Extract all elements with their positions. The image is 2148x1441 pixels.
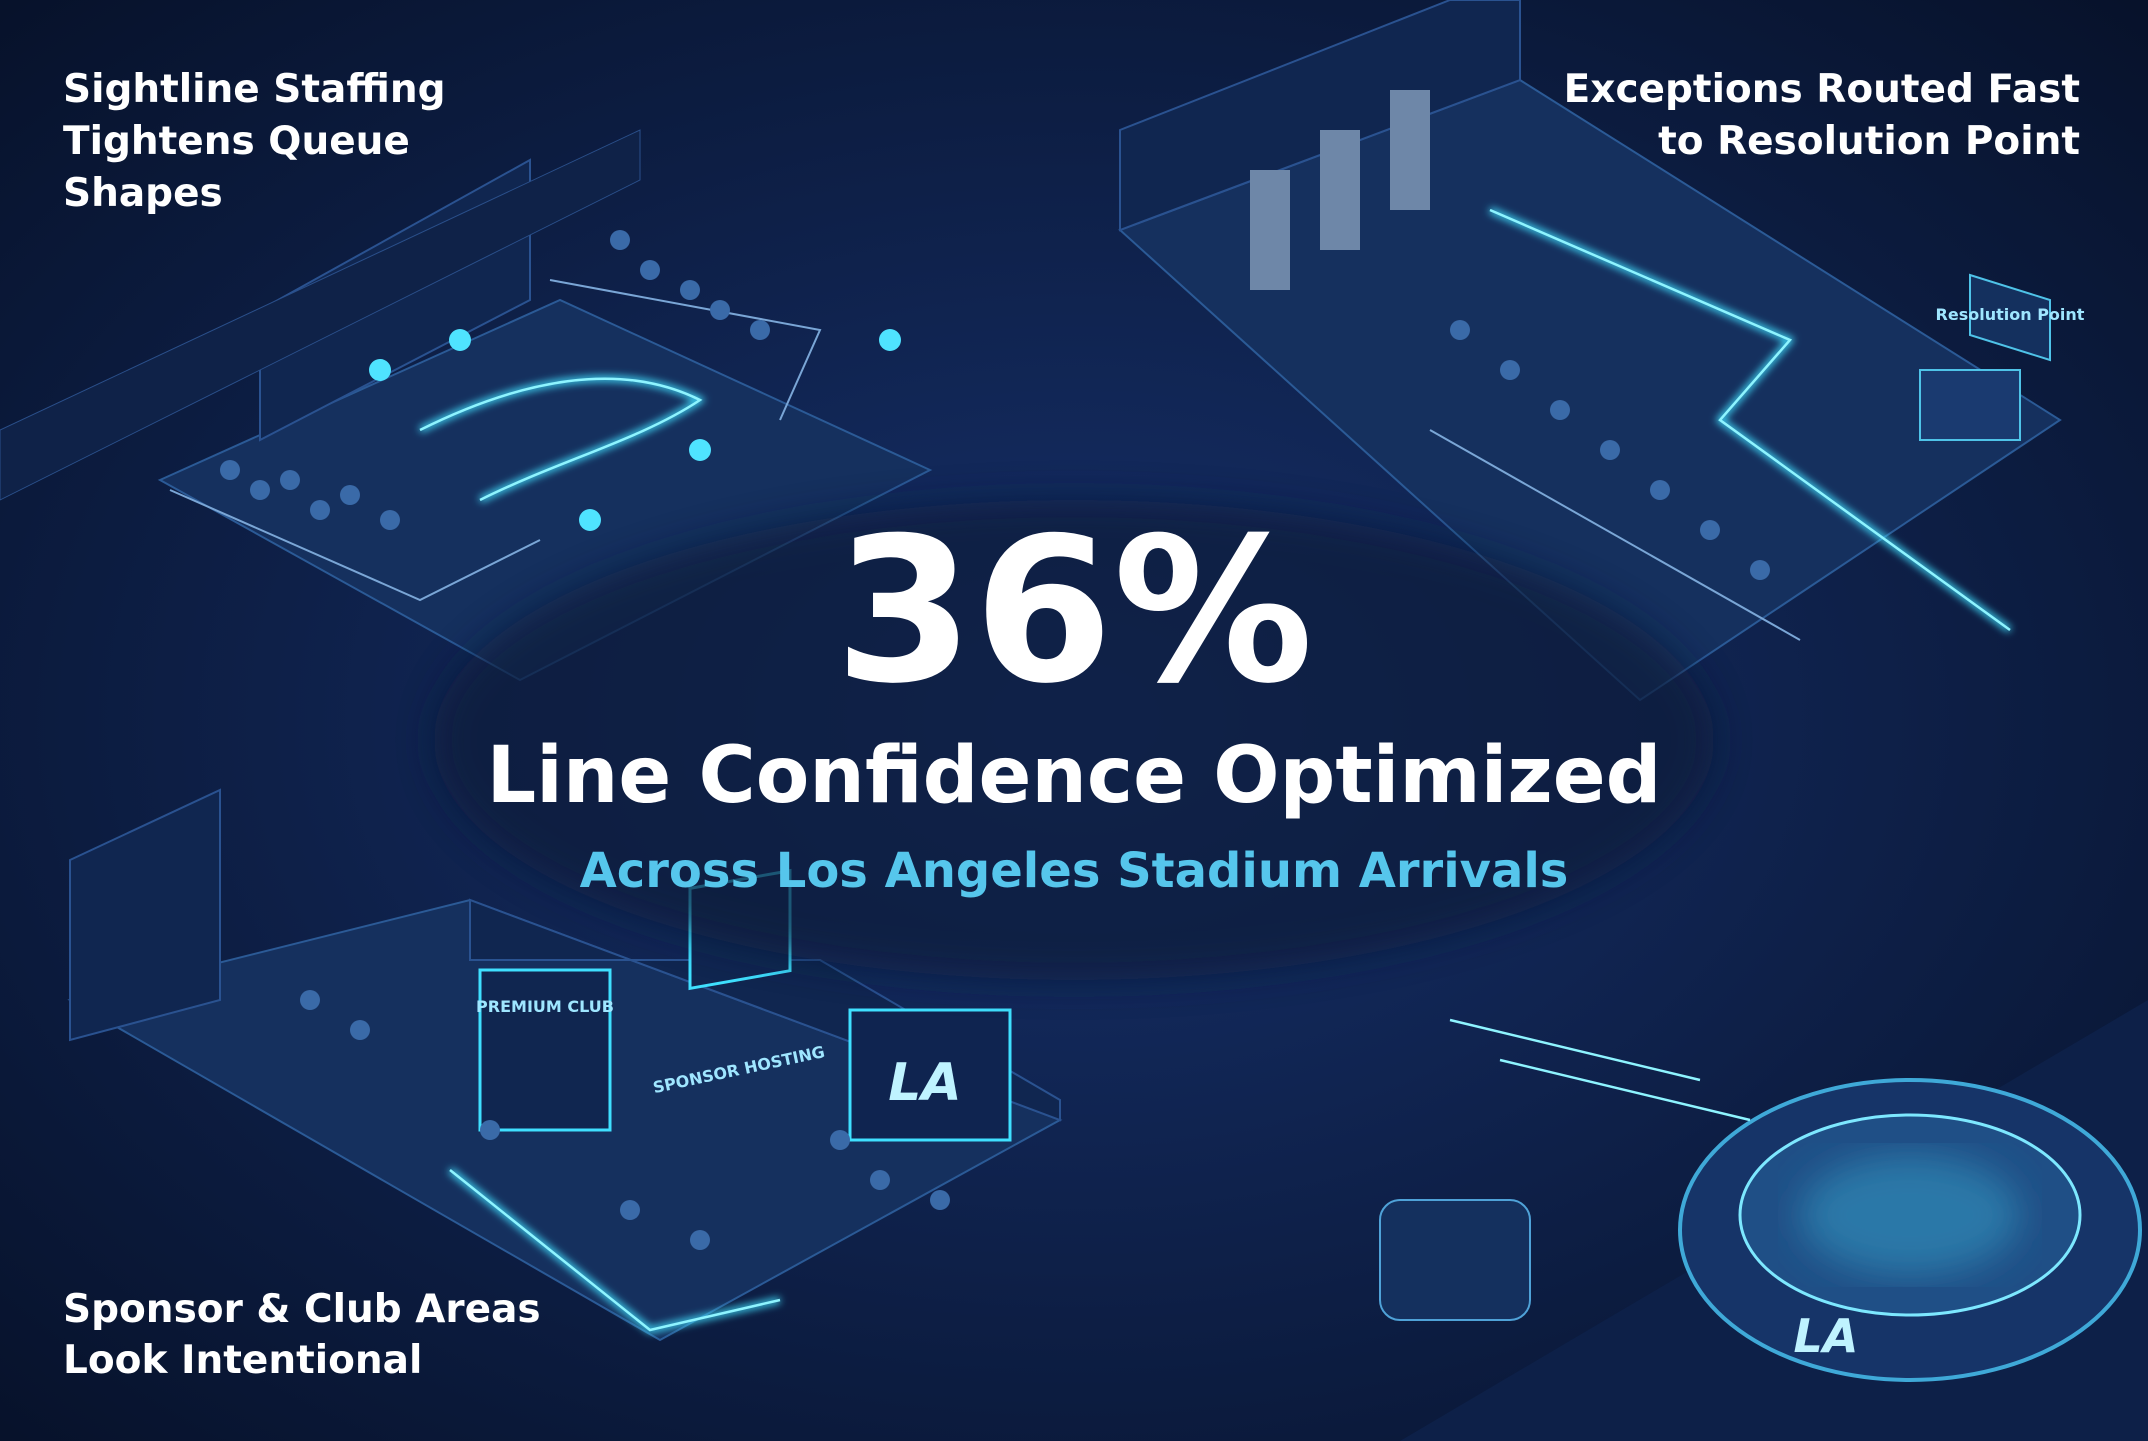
security-scene: Resolution Point [1118, 0, 2085, 702]
headline-figure: 36% [835, 495, 1314, 728]
panel-caption: Sightline Staffing Tightens Queue Shapes [63, 67, 446, 216]
caption-line: to Resolution Point [1658, 119, 2080, 164]
caption-line: Sponsor & Club Areas [63, 1287, 541, 1332]
scene-label: LA [888, 1053, 961, 1113]
caption-line: Tightens Queue [63, 119, 410, 164]
scene-label: LA [1794, 1309, 1859, 1363]
headline-title: Line Confidence Optimized [486, 731, 1661, 821]
scene-label: Resolution Point [1936, 305, 2085, 324]
scene-label: PREMIUM CLUB [476, 997, 614, 1016]
panel-caption: Sponsor & Club Areas Look Intentional [63, 1287, 541, 1383]
stadium-scene: LA [1379, 1000, 2148, 1441]
caption-line: Look Intentional [63, 1338, 422, 1383]
caption-line: Shapes [63, 171, 223, 216]
caption-line: Exceptions Routed Fast [1564, 67, 2080, 112]
caption-line: Sightline Staffing [63, 67, 446, 112]
panel-caption: Exceptions Routed Fast to Resolution Poi… [1564, 67, 2080, 164]
queue-scene [0, 129, 933, 682]
center-shade [434, 500, 1714, 980]
headline-subtitle: Across Los Angeles Stadium Arrivals [580, 843, 1569, 899]
